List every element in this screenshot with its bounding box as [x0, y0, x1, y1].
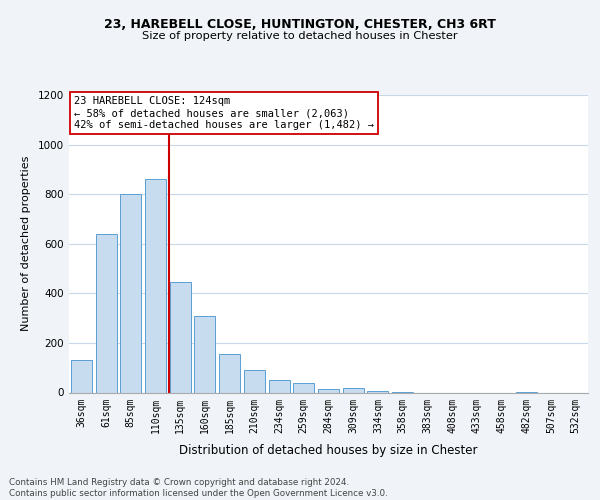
- Bar: [293, 382, 314, 392]
- Bar: [367, 390, 388, 392]
- Text: 23, HAREBELL CLOSE, HUNTINGTON, CHESTER, CH3 6RT: 23, HAREBELL CLOSE, HUNTINGTON, CHESTER,…: [104, 18, 496, 32]
- Bar: [170, 282, 191, 393]
- Bar: [244, 370, 265, 392]
- Bar: [145, 180, 166, 392]
- Bar: [269, 380, 290, 392]
- Y-axis label: Number of detached properties: Number of detached properties: [21, 156, 31, 332]
- Text: Size of property relative to detached houses in Chester: Size of property relative to detached ho…: [142, 31, 458, 41]
- Text: 23 HAREBELL CLOSE: 124sqm
← 58% of detached houses are smaller (2,063)
42% of se: 23 HAREBELL CLOSE: 124sqm ← 58% of detac…: [74, 96, 374, 130]
- Bar: [194, 316, 215, 392]
- Bar: [120, 194, 141, 392]
- Bar: [95, 234, 116, 392]
- X-axis label: Distribution of detached houses by size in Chester: Distribution of detached houses by size …: [179, 444, 478, 456]
- Text: Contains HM Land Registry data © Crown copyright and database right 2024.
Contai: Contains HM Land Registry data © Crown c…: [9, 478, 388, 498]
- Bar: [343, 388, 364, 392]
- Bar: [318, 389, 339, 392]
- Bar: [71, 360, 92, 392]
- Bar: [219, 354, 240, 393]
